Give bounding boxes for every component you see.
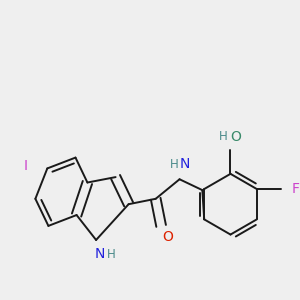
Text: O: O — [230, 130, 242, 144]
Text: H: H — [107, 248, 116, 261]
Text: O: O — [162, 230, 173, 244]
Text: N: N — [180, 157, 190, 171]
Text: N: N — [94, 247, 104, 261]
Text: H: H — [218, 130, 227, 143]
Text: I: I — [24, 159, 28, 173]
Text: F: F — [292, 182, 300, 196]
Text: H: H — [170, 158, 178, 171]
